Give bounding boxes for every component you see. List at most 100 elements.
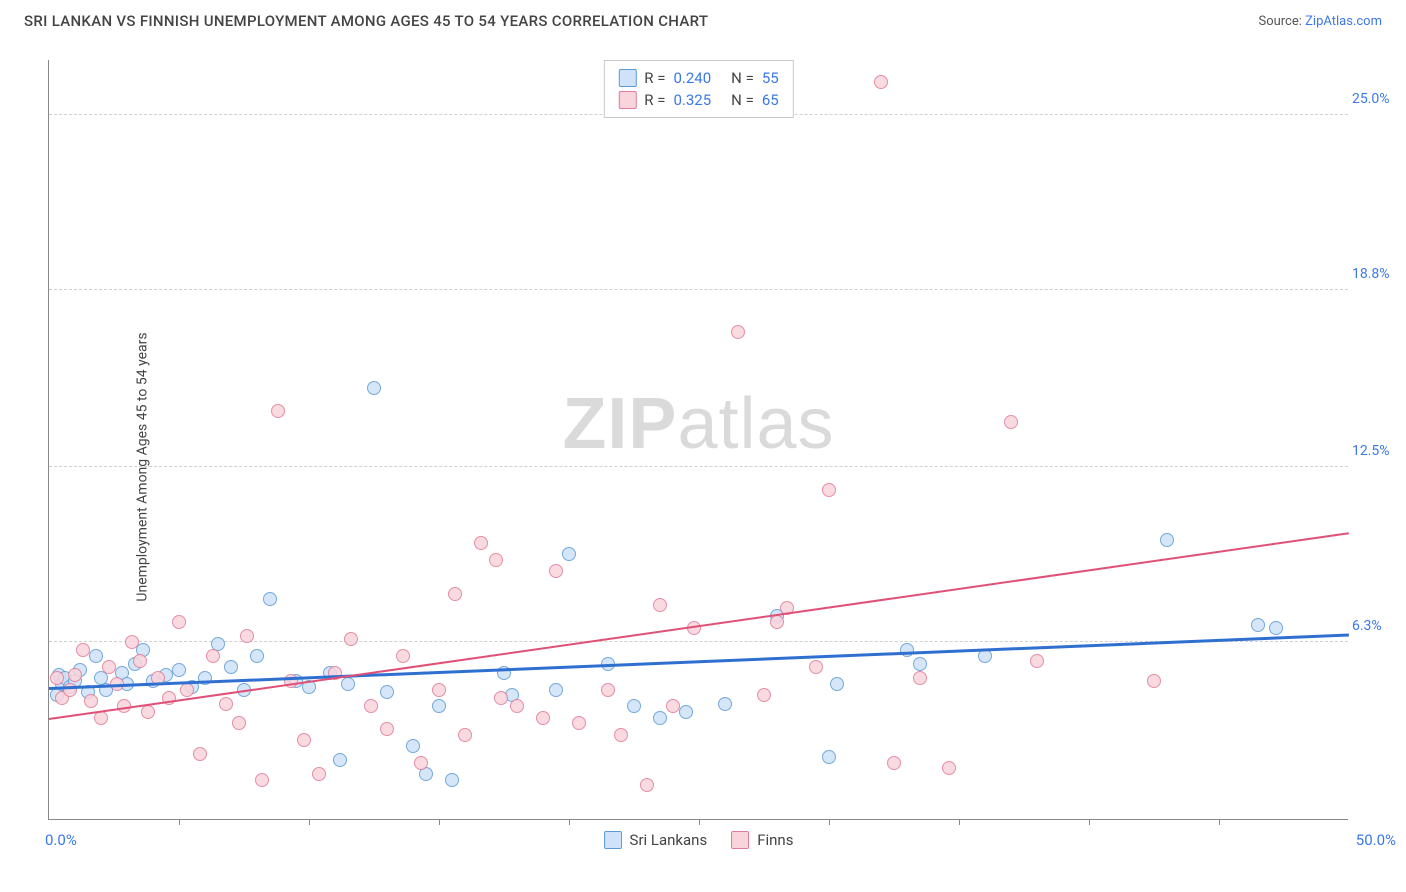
data-point	[432, 683, 446, 697]
series-legend: Sri Lankans Finns	[604, 831, 794, 849]
legend-n-label: N =	[731, 69, 754, 87]
data-point	[84, 694, 98, 708]
data-point	[1004, 415, 1018, 429]
x-axis-max-label: 50.0%	[1356, 831, 1396, 849]
data-point	[822, 483, 836, 497]
data-point	[396, 649, 410, 663]
data-point	[125, 635, 139, 649]
x-tick-mark	[959, 819, 960, 825]
data-point	[718, 697, 732, 711]
data-point	[1160, 533, 1174, 547]
legend-swatch	[731, 831, 749, 849]
x-tick-mark	[569, 819, 570, 825]
data-point	[731, 325, 745, 339]
legend-label: Sri Lankans	[630, 831, 708, 849]
source-link[interactable]: ZipAtlas.com	[1305, 14, 1382, 29]
data-point	[297, 733, 311, 747]
data-point	[562, 547, 576, 561]
data-point	[380, 722, 394, 736]
data-point	[333, 753, 347, 767]
legend-n-value: 65	[762, 91, 779, 109]
data-point	[367, 381, 381, 395]
watermark: ZIPatlas	[562, 383, 834, 465]
data-point	[206, 649, 220, 663]
data-point	[76, 643, 90, 657]
legend-n-value: 55	[762, 69, 779, 87]
chart-title: SRI LANKAN VS FINNISH UNEMPLOYMENT AMONG…	[24, 12, 708, 30]
data-point	[232, 716, 246, 730]
data-point	[312, 767, 326, 781]
data-point	[666, 699, 680, 713]
legend-r-value: 0.325	[673, 91, 711, 109]
data-point	[172, 663, 186, 677]
data-point	[536, 711, 550, 725]
data-point	[68, 668, 82, 682]
data-point	[653, 711, 667, 725]
y-tick-label: 25.0%	[1352, 91, 1402, 107]
data-point	[942, 761, 956, 775]
data-point	[141, 705, 155, 719]
data-point	[913, 657, 927, 671]
scatter-plot: ZIPatlas R =0.240N =55R =0.325N =65 Sri …	[48, 60, 1348, 820]
legend-swatch	[604, 831, 622, 849]
data-point	[63, 683, 77, 697]
y-tick-label: 6.3%	[1352, 618, 1402, 634]
watermark-light: atlas	[677, 384, 834, 464]
source-label: Source: ZipAtlas.com	[1258, 14, 1382, 29]
x-tick-mark	[1219, 819, 1220, 825]
data-point	[1251, 618, 1265, 632]
data-point	[255, 773, 269, 787]
data-point	[572, 716, 586, 730]
gridline	[49, 466, 1348, 467]
source-prefix: Source:	[1258, 14, 1305, 29]
data-point	[89, 649, 103, 663]
data-point	[549, 683, 563, 697]
data-point	[432, 699, 446, 713]
data-point	[770, 615, 784, 629]
correlation-legend: R = 0.240 N = 55 R = 0.325 N = 65	[603, 60, 793, 118]
data-point	[458, 728, 472, 742]
legend-label: Finns	[757, 831, 793, 849]
data-point	[380, 685, 394, 699]
data-point	[640, 778, 654, 792]
legend-r-label: R =	[644, 69, 665, 87]
data-point	[601, 683, 615, 697]
data-point	[1269, 621, 1283, 635]
y-tick-label: 12.5%	[1352, 443, 1402, 459]
watermark-bold: ZIP	[562, 384, 677, 464]
data-point	[549, 564, 563, 578]
data-point	[653, 598, 667, 612]
legend-item: Finns	[731, 831, 793, 849]
y-tick-label: 18.8%	[1352, 266, 1402, 282]
legend-swatch	[618, 91, 636, 109]
data-point	[50, 671, 64, 685]
data-point	[102, 660, 116, 674]
data-point	[193, 747, 207, 761]
data-point	[757, 688, 771, 702]
data-point	[263, 592, 277, 606]
data-point	[1030, 654, 1044, 668]
data-point	[474, 536, 488, 550]
x-axis-min-label: 0.0%	[45, 831, 77, 849]
data-point	[344, 632, 358, 646]
legend-item: Sri Lankans	[604, 831, 708, 849]
data-point	[900, 643, 914, 657]
legend-r-label: R =	[644, 91, 665, 109]
data-point	[240, 629, 254, 643]
legend-swatch	[618, 69, 636, 87]
data-point	[180, 683, 194, 697]
legend-r-value: 0.240	[673, 69, 711, 87]
data-point	[822, 750, 836, 764]
data-point	[250, 649, 264, 663]
data-point	[271, 404, 285, 418]
legend-n-label: N =	[731, 91, 754, 109]
x-tick-mark	[1089, 819, 1090, 825]
gridline	[49, 289, 1348, 290]
data-point	[830, 677, 844, 691]
data-point	[445, 773, 459, 787]
data-point	[448, 587, 462, 601]
data-point	[341, 677, 355, 691]
data-point	[874, 75, 888, 89]
x-tick-mark	[179, 819, 180, 825]
data-point	[219, 697, 233, 711]
